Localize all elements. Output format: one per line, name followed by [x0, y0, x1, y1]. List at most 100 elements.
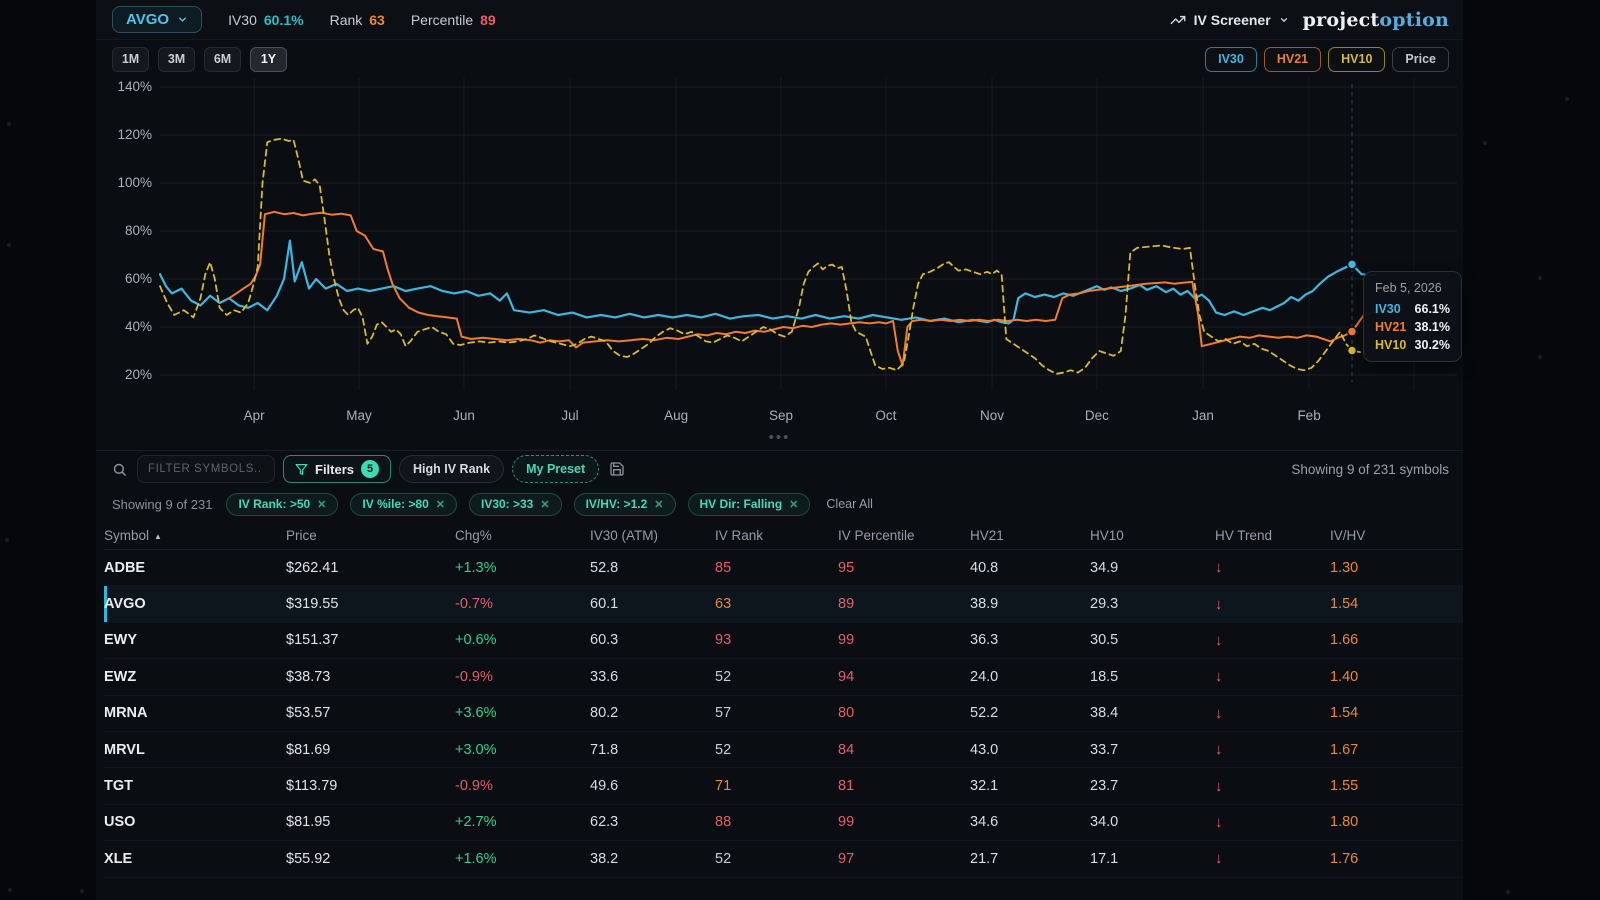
- preset-high-iv-rank[interactable]: High IV Rank: [399, 455, 505, 483]
- chart-toolbar: 1M 3M 6M 1Y IV30 HV21 HV10 Price: [96, 40, 1463, 78]
- cell-iv-hv-ratio: 1.55: [1330, 778, 1359, 795]
- cell-iv-hv-ratio: 1.30: [1330, 559, 1359, 576]
- chart-resize-handle[interactable]: •••: [768, 429, 791, 446]
- symbols-table: Symbol ▲ Price Chg% IV30 (ATM) IV Rank IV Perc…: [96, 521, 1463, 878]
- series-line-iv30: [158, 239, 1377, 325]
- filter-chip[interactable]: IV/HV: >1.2 ✕: [573, 492, 676, 516]
- range-button-1y[interactable]: 1Y: [250, 46, 287, 72]
- table-row-tgt[interactable]: TGT $113.79 -0.9% 49.6 71 81 32.1 23.7 ↓ 1.55: [104, 768, 1463, 805]
- table-row-avgo[interactable]: AVGO $319.55 -0.7% 60.1 63 89 38.9 29.3 ↓ 1.54: [104, 586, 1463, 623]
- x-axis-tick: Jul: [561, 408, 579, 423]
- legend-toggle-hv21[interactable]: HV21: [1263, 46, 1322, 72]
- cell-price: $113.79: [286, 778, 338, 795]
- remove-filter-icon[interactable]: ✕: [789, 498, 799, 511]
- hv-trend-down-icon: ↓: [1215, 595, 1223, 613]
- filter-chip[interactable]: IV %ile: >80 ✕: [350, 492, 457, 516]
- hv-trend-down-icon: ↓: [1215, 631, 1223, 649]
- y-axis-tick: 60%: [124, 271, 152, 286]
- cell-price: $55.92: [286, 850, 331, 867]
- cell-symbol: MRVL: [104, 741, 145, 758]
- remove-filter-icon[interactable]: ✕: [317, 498, 327, 511]
- stat-rank-value: 63: [369, 11, 385, 28]
- cell-iv30: 38.2: [590, 850, 619, 867]
- column-header-price[interactable]: Price: [286, 527, 317, 543]
- search-input[interactable]: [137, 455, 275, 483]
- cell-hv10: 17.1: [1090, 850, 1119, 867]
- column-header-iv-percentile[interactable]: IV Percentile: [838, 527, 915, 543]
- cell-hv21: 52.2: [970, 705, 999, 722]
- cell-iv-rank: 52: [715, 741, 732, 758]
- remove-filter-icon[interactable]: ✕: [540, 498, 550, 511]
- cell-symbol: EWZ: [104, 668, 137, 685]
- y-axis-tick: 100%: [117, 175, 152, 190]
- table-row-uso[interactable]: USO $81.95 +2.7% 62.3 88 99 34.6 34.0 ↓ 1.80: [104, 805, 1463, 842]
- preset-my-preset[interactable]: My Preset: [512, 455, 600, 483]
- legend-toggle-hv10[interactable]: HV10: [1328, 46, 1386, 72]
- table-row-mrvl[interactable]: MRVL $81.69 +3.0% 71.8 52 84 43.0 33.7 ↓ 1.67: [104, 732, 1463, 769]
- filter-chip[interactable]: IV Rank: >50 ✕: [226, 492, 339, 516]
- cell-hv10: 38.4: [1090, 705, 1119, 722]
- remove-filter-icon[interactable]: ✕: [654, 498, 664, 511]
- tooltip-series-value: 30.2%: [1414, 338, 1450, 352]
- symbol-selector[interactable]: AVGO: [112, 6, 203, 33]
- search-icon: [112, 462, 127, 477]
- symbol-label: AVGO: [126, 11, 170, 28]
- column-header-hv21[interactable]: HV21: [970, 527, 1004, 543]
- logo-part1: project: [1302, 8, 1380, 31]
- table-row-ewz[interactable]: EWZ $38.73 -0.9% 33.6 52 94 24.0 18.5 ↓ 1.40: [104, 659, 1463, 696]
- funnel-icon: [295, 463, 308, 475]
- stat-rank-label: Rank: [329, 11, 363, 28]
- column-header-iv-rank[interactable]: IV Rank: [715, 527, 764, 543]
- y-axis-tick: 140%: [117, 79, 152, 94]
- table-row-adbe[interactable]: ADBE $262.41 +1.3% 52.8 85 95 40.8 34.9 ↓ 1.30: [104, 550, 1463, 587]
- y-axis-tick: 20%: [124, 367, 152, 382]
- cell-iv-percentile: 97: [838, 850, 855, 867]
- filter-chip[interactable]: IV30: >33 ✕: [468, 492, 562, 516]
- cell-iv-percentile: 84: [838, 741, 855, 758]
- chart-canvas: [158, 78, 1457, 390]
- tooltip-date: Feb 5, 2026: [1375, 281, 1442, 295]
- cell-iv30: 71.8: [590, 741, 619, 758]
- hv-trend-down-icon: ↓: [1215, 559, 1223, 577]
- cell-change: +3.0%: [455, 741, 497, 758]
- cell-iv30: 49.6: [590, 778, 619, 795]
- cell-hv21: 36.3: [970, 632, 999, 649]
- cell-symbol: MRNA: [104, 705, 148, 722]
- range-button-6m[interactable]: 6M: [204, 46, 241, 72]
- range-button-1m[interactable]: 1M: [112, 46, 149, 72]
- nav-iv-screener[interactable]: IV Screener: [1170, 12, 1289, 28]
- range-button-3m[interactable]: 3M: [158, 46, 195, 72]
- filter-chip-label: IV30: >33: [480, 497, 534, 511]
- column-header-chg-[interactable]: Chg%: [455, 527, 492, 543]
- column-header-iv-hv[interactable]: IV/HV: [1330, 527, 1366, 543]
- table-row-xle[interactable]: XLE $55.92 +1.6% 38.2 52 97 21.7 17.1 ↓ 1.76: [104, 841, 1463, 878]
- cell-price: $151.37: [286, 632, 339, 649]
- cell-price: $319.55: [286, 596, 339, 613]
- column-header-iv30-atm-[interactable]: IV30 (ATM): [590, 527, 659, 543]
- column-header-hv10[interactable]: HV10: [1090, 527, 1124, 543]
- clear-all-filters[interactable]: Clear All: [826, 497, 873, 511]
- volatility-chart[interactable]: ••• Feb 5, 2026 IV30 66.1% HV21 38.1% HV10 30…: [96, 78, 1463, 450]
- logo-part2: option: [1379, 8, 1449, 31]
- filter-chip[interactable]: HV Dir: Falling ✕: [687, 492, 811, 516]
- table-row-ewy[interactable]: EWY $151.37 +0.6% 60.3 93 99 36.3 30.5 ↓ 1.66: [104, 623, 1463, 660]
- x-axis-tick: Dec: [1084, 408, 1109, 423]
- column-header-hv-trend[interactable]: HV Trend: [1215, 527, 1273, 543]
- legend-toggle-iv30[interactable]: IV30: [1205, 46, 1257, 72]
- trending-icon: [1170, 15, 1186, 24]
- x-axis-tick: Sep: [769, 408, 794, 423]
- tooltip-row-hv10: HV10 30.2%: [1375, 338, 1450, 352]
- y-axis-tick: 120%: [117, 127, 152, 142]
- remove-filter-icon[interactable]: ✕: [435, 498, 445, 511]
- legend-toggle-price[interactable]: Price: [1392, 46, 1449, 72]
- table-row-mrna[interactable]: MRNA $53.57 +3.6% 80.2 57 80 52.2 38.4 ↓ 1.54: [104, 696, 1463, 732]
- cell-iv30: 60.1: [590, 596, 619, 613]
- stat-rank: Rank 63: [330, 12, 385, 28]
- cell-hv21: 21.7: [970, 850, 999, 867]
- column-header-symbol[interactable]: Symbol ▲: [104, 527, 162, 543]
- save-preset-button[interactable]: [607, 459, 627, 479]
- filters-button[interactable]: Filters 5: [283, 455, 392, 483]
- cell-iv-hv-ratio: 1.67: [1330, 741, 1359, 758]
- stat-percentile: Percentile 89: [411, 12, 496, 28]
